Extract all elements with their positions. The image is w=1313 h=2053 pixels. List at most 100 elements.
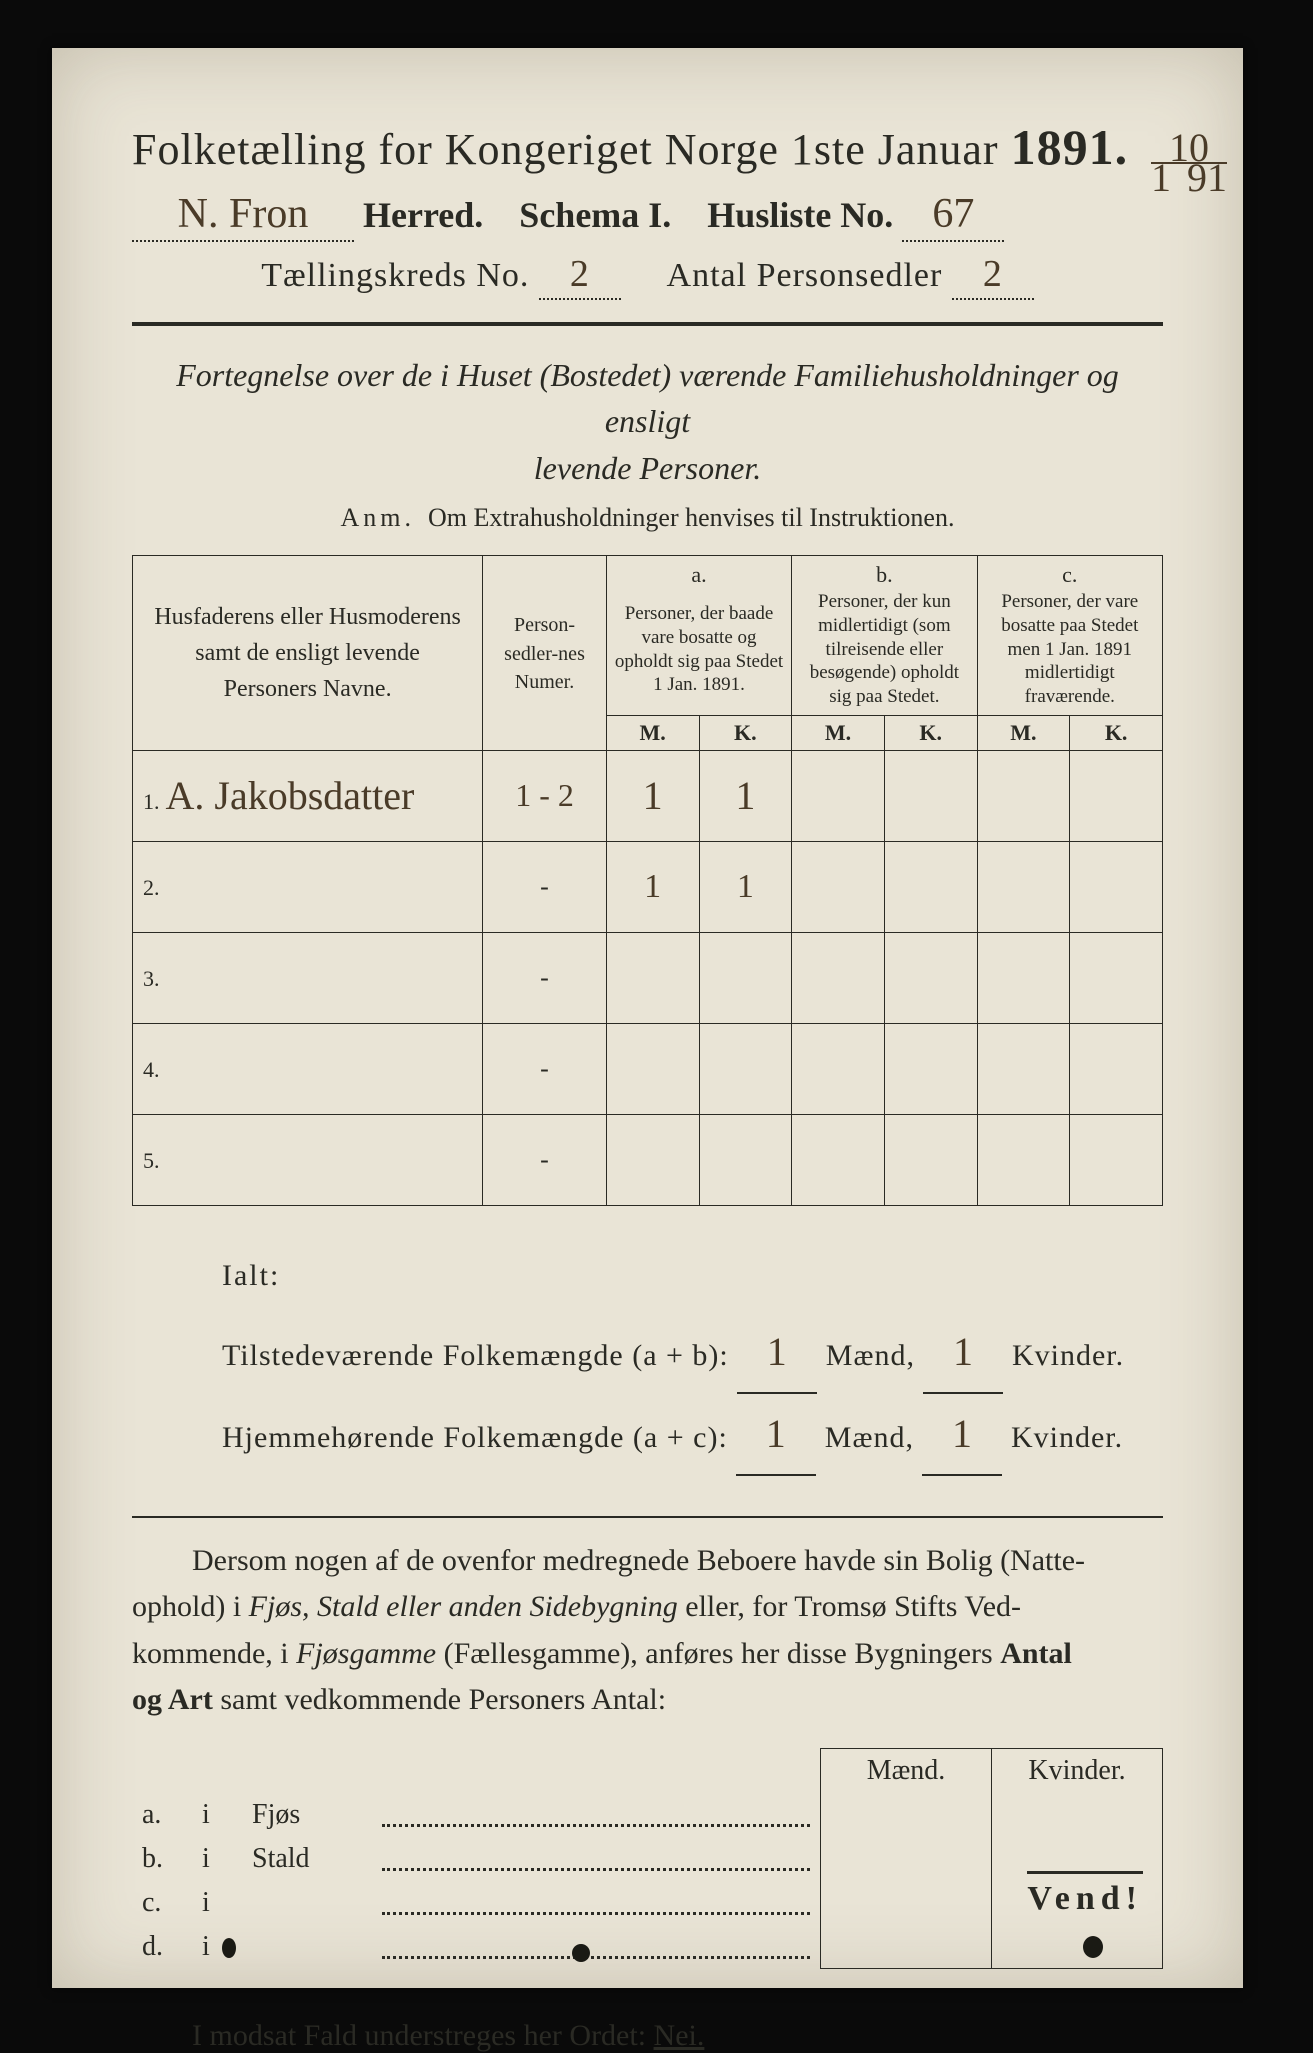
- cell-bm: [792, 750, 885, 841]
- cell-ak: [699, 932, 792, 1023]
- row-idx: 2.: [143, 875, 160, 900]
- antal-value: 2: [983, 252, 1003, 296]
- schema-label: Schema I.: [519, 195, 671, 235]
- herred-label: Herred.: [363, 195, 483, 235]
- anm-label: Anm.: [341, 503, 416, 532]
- col-num-text: Person-sedler-nes Numer.: [504, 614, 585, 693]
- c-m: M.: [977, 715, 1070, 750]
- paragraph: Dersom nogen af de ovenfor medregnede Be…: [132, 1538, 1163, 1724]
- col-num: Person-sedler-nes Numer.: [483, 556, 607, 751]
- sm-label: [242, 1881, 382, 1925]
- col-b-label: b.: [792, 556, 977, 589]
- small-row: c. i: [132, 1881, 1163, 1925]
- small-row: d. i: [132, 1925, 1163, 1969]
- cell-am: [606, 932, 699, 1023]
- row-num: -: [483, 1023, 607, 1114]
- row-idx: 4.: [143, 1057, 160, 1082]
- sm-box-m: [821, 1837, 992, 1881]
- col-name-text: Husfaderens eller Husmoderens samt de en…: [141, 589, 474, 717]
- tot2-label: Hjemmehørende Folkemængde (a + c):: [222, 1421, 728, 1454]
- sm-maend: Mænd.: [821, 1748, 992, 1793]
- tot1-label: Tilstedeværende Folkemængde (a + b):: [222, 1339, 729, 1372]
- tot1-m: 1: [767, 1329, 788, 1374]
- sm-k: d.: [132, 1925, 192, 1969]
- anm-line: Anm. Om Extrahusholdninger henvises til …: [132, 503, 1163, 533]
- closing-text: I modsat Fald understreges her Ordet:: [192, 2019, 654, 2052]
- row-idx: 3.: [143, 966, 160, 991]
- row-num: -: [483, 932, 607, 1023]
- sm-dots: [382, 1925, 821, 1969]
- cell-cm: [977, 841, 1070, 932]
- sm-box-m: [821, 1881, 992, 1925]
- cell-cm: [977, 1114, 1070, 1205]
- subtitle-1: Fortegnelse over de i Huset (Bostedet) v…: [176, 357, 1119, 439]
- sm-k: b.: [132, 1837, 192, 1881]
- cell-ak: [699, 1114, 792, 1205]
- paper-blemish: [222, 1938, 236, 1958]
- sm-k: a.: [132, 1793, 192, 1837]
- title-year: 1891.: [1011, 119, 1129, 175]
- cell-cm: [977, 1023, 1070, 1114]
- cell-bk: [884, 932, 977, 1023]
- rule-1: [132, 322, 1163, 326]
- b-m: M.: [792, 715, 885, 750]
- cell-cm: [977, 932, 1070, 1023]
- col-c-text: Personer, der vare bosatte paa Stedet me…: [977, 588, 1162, 715]
- totals-block: Ialt: Tilstedeværende Folkemængde (a + b…: [222, 1246, 1163, 1476]
- vend-label: Vend!: [1027, 1871, 1143, 1918]
- cell-am: [606, 1023, 699, 1114]
- table-row: 4. -: [133, 1023, 1163, 1114]
- row-name: A. Jakobsdatter: [166, 773, 415, 818]
- sm-label: [242, 1925, 382, 1969]
- cell-ak: [699, 1023, 792, 1114]
- sm-kvinder: Kvinder.: [992, 1748, 1163, 1793]
- sm-box-m: [821, 1925, 992, 1969]
- p-t5: (Fællesgamme), anføres her disse Bygning…: [436, 1637, 1000, 1670]
- table-row: 5. -: [133, 1114, 1163, 1205]
- herred-value: N. Fron: [178, 190, 309, 238]
- col-name: Husfaderens eller Husmoderens samt de en…: [133, 556, 483, 751]
- sm-i: i: [192, 1837, 242, 1881]
- paper-blemish: [1083, 1936, 1103, 1958]
- header-line-3: Tællingskreds No. 2 Antal Personsedler 2: [132, 252, 1163, 300]
- p-t1: Dersom nogen af de ovenfor medregnede Be…: [192, 1544, 1085, 1577]
- document-paper: 10 1 91 Folketælling for Kongeriget Norg…: [52, 48, 1243, 1988]
- table-row: 3. -: [133, 932, 1163, 1023]
- cell-ak: 1: [737, 868, 754, 905]
- totals-line-1: Tilstedeværende Folkemængde (a + b): 1 M…: [222, 1312, 1163, 1394]
- row-num: -: [483, 1114, 607, 1205]
- cell-am: 1: [644, 868, 661, 905]
- kreds-label: Tællingskreds No.: [261, 257, 529, 294]
- antal-label: Antal Personsedler: [667, 257, 943, 294]
- sm-label: Fjøs: [242, 1793, 382, 1837]
- cell-bm: [792, 1023, 885, 1114]
- sm-label: Stald: [242, 1837, 382, 1881]
- col-a-text: Personer, der baade vare bosatte og opho…: [606, 588, 791, 715]
- p-i1: Fjøs, Stald eller anden Sidebygning: [249, 1590, 678, 1623]
- main-table: Husfaderens eller Husmoderens samt de en…: [132, 555, 1163, 1206]
- cell-bm: [792, 1114, 885, 1205]
- small-row: a. i Fjøs: [132, 1793, 1163, 1837]
- p-b1: Antal: [1000, 1637, 1072, 1670]
- sm-i: i: [192, 1793, 242, 1837]
- sm-box-k: [992, 1925, 1163, 1969]
- margin-date-year: 91: [1187, 155, 1227, 200]
- cell-ck: [1070, 750, 1163, 841]
- ialt-label: Ialt:: [222, 1246, 1163, 1306]
- closing-nei: Nei.: [654, 2019, 705, 2052]
- small-row: b. i Stald: [132, 1837, 1163, 1881]
- cell-am: [606, 1114, 699, 1205]
- sm-box-m: [821, 1793, 992, 1837]
- sm-dots: [382, 1881, 821, 1925]
- table-row: 1.A. Jakobsdatter 1 - 2 1 1: [133, 750, 1163, 841]
- b-k: K.: [884, 715, 977, 750]
- cell-ak: 1: [735, 773, 755, 818]
- subtitle: Fortegnelse over de i Huset (Bostedet) v…: [132, 352, 1163, 491]
- col-c-label: c.: [977, 556, 1162, 589]
- small-table: Mænd. Kvinder. a. i Fjøs b. i Stald c.: [132, 1748, 1163, 1970]
- p-t4: kommende, i: [132, 1637, 296, 1670]
- p-t7: samt vedkommende Personers Antal:: [213, 1683, 666, 1716]
- p-t2: ophold) i: [132, 1590, 249, 1623]
- col-b-text: Personer, der kun midlertidigt (som tilr…: [792, 588, 977, 715]
- p-i2: Fjøsgamme: [296, 1637, 436, 1670]
